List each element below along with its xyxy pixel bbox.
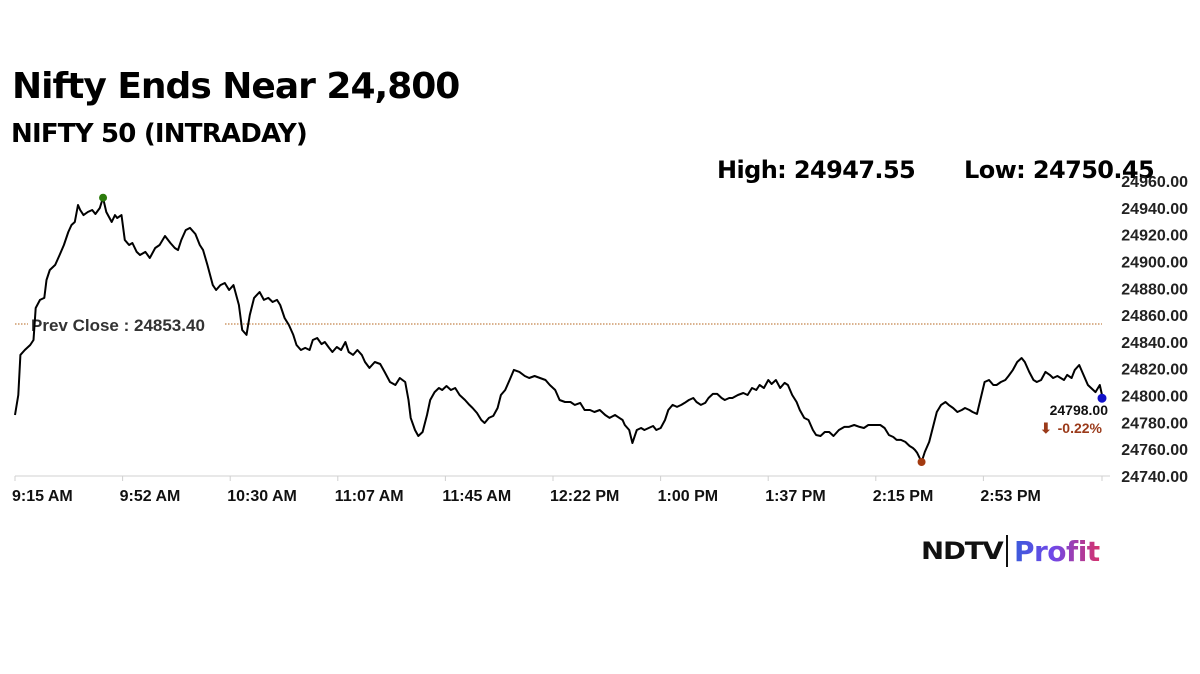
- x-tick-label: 9:52 AM: [120, 488, 181, 505]
- x-axis: 9:15 AM 9:52 AM 10:30 AM 11:07 AM 11:45 AM 12…: [12, 475, 1110, 505]
- day-low-label: Low: 24750.45: [964, 156, 1155, 184]
- high-marker: [99, 193, 108, 202]
- y-tick-label: 24880.00: [1121, 281, 1188, 298]
- down-arrow-icon: ⬇: [1040, 420, 1052, 436]
- y-tick-label: 24740.00: [1121, 469, 1188, 486]
- x-tick-label: 2:15 PM: [873, 488, 933, 505]
- y-axis: 24960.00 24940.00 24920.00 24900.00 24880.00…: [1121, 174, 1188, 486]
- chart-subtitle: NIFTY 50 (INTRADAY): [11, 119, 308, 149]
- low-marker: [917, 457, 926, 466]
- prev-close-label-bg: [28, 313, 224, 335]
- x-tick-label: 1:37 PM: [765, 488, 825, 505]
- change-percent: -0.22%: [1058, 420, 1103, 436]
- y-tick-label: 24780.00: [1121, 415, 1188, 432]
- last-price-marker: [1097, 393, 1107, 403]
- y-tick-label: 24860.00: [1121, 308, 1188, 325]
- y-tick-label: 24820.00: [1121, 362, 1188, 379]
- x-tick-label: 9:15 AM: [12, 488, 73, 505]
- y-tick-label: 24920.00: [1121, 228, 1188, 245]
- y-tick-label: 24960.00: [1121, 174, 1188, 191]
- last-price-value: 24798.00: [1050, 402, 1109, 418]
- x-tick-label: 1:00 PM: [658, 488, 718, 505]
- chart-title: Nifty Ends Near 24,800: [12, 66, 460, 107]
- prev-close-label: Prev Close : 24853.40: [31, 316, 205, 335]
- ndtv-profit-logo: NDTV Profit: [921, 534, 1100, 568]
- logo-brand: NDTV: [921, 537, 1004, 565]
- x-tick-label: 11:07 AM: [335, 488, 404, 505]
- y-tick-label: 24900.00: [1121, 254, 1188, 271]
- x-tick-label: 12:22 PM: [550, 488, 619, 505]
- day-high-label: High: 24947.55: [717, 156, 916, 184]
- y-tick-label: 24760.00: [1121, 442, 1188, 459]
- logo-separator: [1005, 535, 1008, 567]
- logo-product: Profit: [1013, 534, 1100, 568]
- x-tick-label: 11:45 AM: [442, 488, 511, 505]
- price-line: [14, 196, 1103, 463]
- x-tick-label: 2:53 PM: [980, 488, 1040, 505]
- x-tick-label: 10:30 AM: [227, 488, 297, 505]
- y-tick-label: 24840.00: [1121, 335, 1188, 352]
- y-tick-label: 24800.00: [1121, 389, 1188, 406]
- y-tick-label: 24940.00: [1121, 201, 1188, 218]
